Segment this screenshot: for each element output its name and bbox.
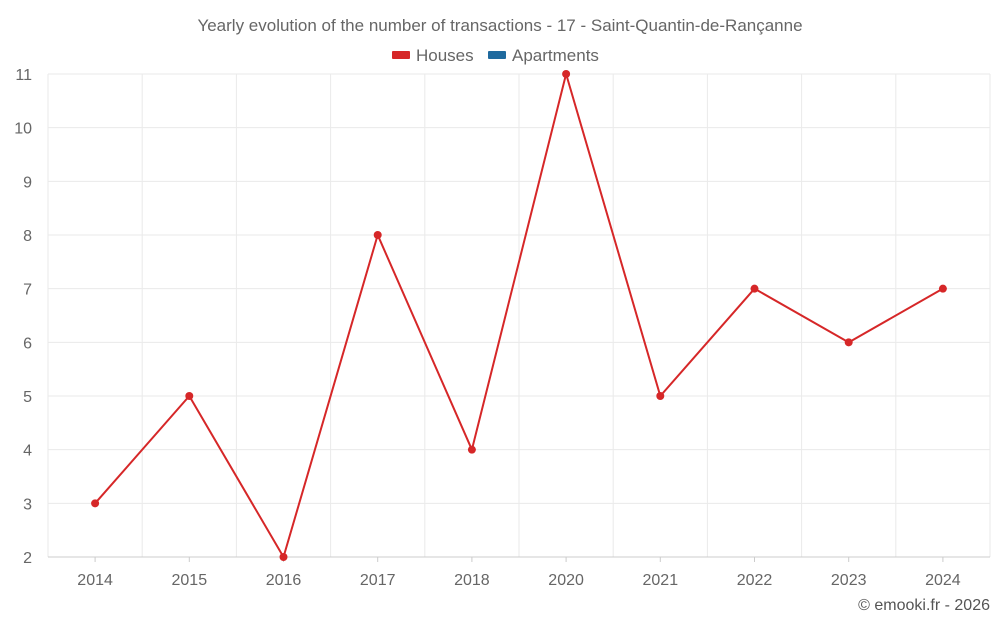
data-point-houses[interactable] (656, 392, 665, 400)
y-tick-label: 10 (14, 121, 32, 138)
y-tick-label: 11 (15, 67, 32, 84)
y-tick-label: 9 (23, 174, 32, 191)
y-tick-label: 5 (23, 389, 32, 406)
y-tick-label: 2 (23, 550, 32, 567)
x-tick-label: 2017 (360, 572, 396, 589)
legend: Houses Apartments (392, 46, 599, 65)
plot-area (91, 70, 947, 561)
legend-swatch-houses (392, 51, 410, 59)
y-tick-label: 8 (23, 228, 32, 245)
data-point-houses[interactable] (750, 284, 759, 293)
data-point-houses[interactable] (938, 284, 947, 293)
data-point-houses[interactable] (562, 70, 571, 78)
x-tick-label: 2021 (643, 572, 679, 589)
x-tick-label: 2014 (77, 572, 113, 589)
credit-text: © emooki.fr - 2026 (858, 597, 990, 614)
data-point-houses[interactable] (467, 445, 476, 454)
y-tick-label: 7 (23, 282, 32, 299)
data-point-houses[interactable] (279, 553, 288, 561)
x-tick-label: 2024 (925, 572, 961, 589)
legend-swatch-apartments (488, 51, 506, 59)
legend-item-houses[interactable]: Houses (392, 46, 474, 65)
x-tick-label: 2018 (454, 572, 490, 589)
x-tick-label: 2015 (172, 572, 208, 589)
legend-item-apartments[interactable]: Apartments (488, 46, 599, 65)
y-tick-label: 3 (23, 496, 32, 513)
legend-label-apartments: Apartments (512, 46, 599, 65)
y-tick-label: 4 (23, 443, 32, 460)
data-point-houses[interactable] (91, 499, 100, 508)
chart-title: Yearly evolution of the number of transa… (197, 16, 802, 35)
x-tick-label: 2022 (737, 572, 773, 589)
data-point-houses[interactable] (185, 392, 194, 400)
legend-label-houses: Houses (416, 46, 474, 65)
axes: 2 3 4 5 6 7 8 9 10 11 2014 2015 2016 2017 2018 2020 2021… (14, 67, 990, 589)
data-point-houses[interactable] (844, 338, 853, 347)
data-point-houses[interactable] (373, 231, 382, 239)
y-tick-label: 6 (23, 335, 32, 352)
x-tick-label: 2023 (831, 572, 867, 589)
series-line-houses (94, 73, 944, 558)
x-tick-label: 2016 (266, 572, 302, 589)
grid (47, 73, 991, 558)
x-tick-label: 2020 (548, 572, 584, 589)
